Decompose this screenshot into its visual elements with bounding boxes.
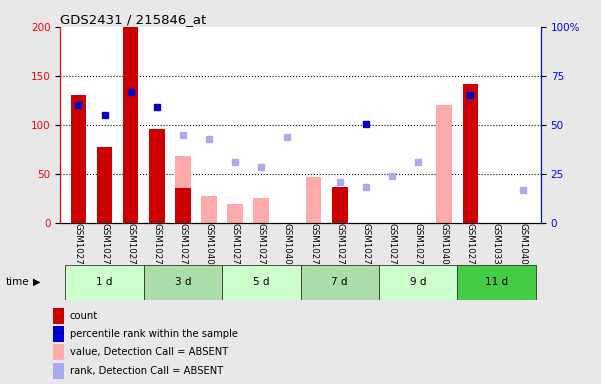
Text: GSM102744: GSM102744	[74, 223, 83, 275]
Bar	[149, 129, 165, 223]
Text: GSM102763: GSM102763	[466, 223, 475, 275]
Text: GSM102757: GSM102757	[335, 223, 344, 275]
Bar	[201, 196, 217, 223]
Text: value, Detection Call = ABSENT: value, Detection Call = ABSENT	[70, 348, 228, 358]
Text: count: count	[70, 311, 98, 321]
Bar	[379, 265, 457, 300]
Text: GSM104060: GSM104060	[204, 223, 213, 275]
Text: GSM102749: GSM102749	[178, 223, 188, 275]
Text: GSM102747: GSM102747	[126, 223, 135, 275]
Bar	[254, 198, 269, 223]
Bar	[97, 147, 112, 223]
Bar	[457, 265, 535, 300]
Text: GSM102753: GSM102753	[231, 223, 240, 275]
Bar	[70, 95, 86, 223]
Text: ▶: ▶	[33, 277, 40, 287]
Text: GSM102761: GSM102761	[413, 223, 423, 275]
Bar	[175, 189, 191, 223]
Bar	[53, 362, 64, 379]
Bar	[175, 156, 191, 223]
Text: GSM102755: GSM102755	[257, 223, 266, 275]
Text: GSM102748: GSM102748	[152, 223, 161, 275]
Text: 9 d: 9 d	[410, 277, 426, 287]
Bar	[53, 344, 64, 361]
Text: percentile rank within the sample: percentile rank within the sample	[70, 329, 238, 339]
Text: GSM102756: GSM102756	[309, 223, 318, 275]
Text: GSM104051: GSM104051	[283, 223, 292, 275]
Bar	[53, 326, 64, 342]
Text: 7 d: 7 d	[331, 277, 348, 287]
Bar	[222, 265, 300, 300]
Bar	[66, 265, 144, 300]
Text: GDS2431 / 215846_at: GDS2431 / 215846_at	[60, 13, 206, 26]
Text: 11 d: 11 d	[485, 277, 508, 287]
Bar	[227, 204, 243, 223]
Text: GSM102746: GSM102746	[100, 223, 109, 275]
Text: 5 d: 5 d	[253, 277, 270, 287]
Text: GSM102760: GSM102760	[388, 223, 397, 275]
Text: time: time	[6, 277, 29, 287]
Text: GSM104053: GSM104053	[518, 223, 527, 275]
Bar	[436, 105, 452, 223]
Text: 3 d: 3 d	[175, 277, 191, 287]
Bar	[306, 177, 322, 223]
Text: GSM103323: GSM103323	[492, 223, 501, 275]
Bar	[463, 84, 478, 223]
Bar	[332, 187, 347, 223]
Bar	[300, 265, 379, 300]
Text: 1 d: 1 d	[96, 277, 113, 287]
Text: GSM104052: GSM104052	[440, 223, 449, 275]
Bar	[144, 265, 222, 300]
Bar	[123, 27, 138, 223]
Text: GSM102758: GSM102758	[361, 223, 370, 275]
Text: rank, Detection Call = ABSENT: rank, Detection Call = ABSENT	[70, 366, 223, 376]
Bar	[53, 308, 64, 324]
